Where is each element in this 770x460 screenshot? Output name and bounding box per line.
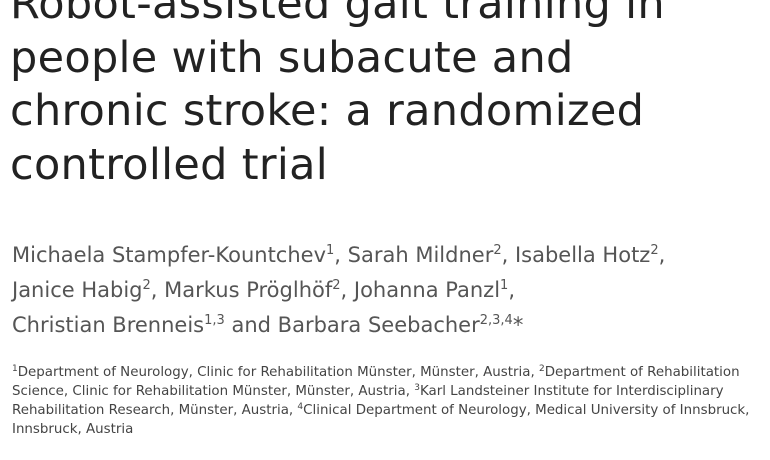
affiliation-number: 3 <box>414 383 420 393</box>
affiliation-text: Karl Landsteiner Institute for Interdisc… <box>12 384 724 418</box>
affiliation-number: 2 <box>538 364 545 374</box>
author-separator: * <box>512 313 524 337</box>
title-line: people with subacute and <box>10 32 574 83</box>
author-name: Markus Pröglhöf <box>164 278 333 302</box>
article-title: Robot-assisted gait training in people wi… <box>10 0 665 192</box>
author-line: Christian Brenneis1,3 and Barbara Seebac… <box>12 308 665 343</box>
author-separator: , <box>658 243 666 267</box>
affiliation-text: Department of Neurology, Clinic for Reha… <box>17 365 539 380</box>
author-separator: , <box>150 278 165 302</box>
author-name: Michaela Stampfer-Kountchev <box>12 243 327 267</box>
author-name: Christian Brenneis <box>12 313 205 337</box>
affiliations: 1Department of Neurology, Clinic for Reh… <box>12 363 762 439</box>
author-affiliation: 1,3 <box>204 313 225 328</box>
author-name: Janice Habig <box>12 278 143 302</box>
affiliation-text: Clinical Department of Neurology, Medica… <box>12 403 750 437</box>
author-affiliation: 2 <box>650 243 659 258</box>
author-affiliation: 2 <box>142 278 151 293</box>
author-affiliation: 2 <box>332 278 341 293</box>
author-name: Isabella Hotz <box>514 243 651 267</box>
author-name: Barbara Seebacher <box>277 313 480 337</box>
affiliation-text: Department of Rehabilitation Science, Cl… <box>12 365 740 399</box>
author-line: Janice Habig2, Markus Pröglhöf2, Johanna… <box>12 273 665 308</box>
title-line: Robot-assisted gait training in <box>10 0 665 29</box>
title-line: chronic stroke: a randomized <box>10 86 645 136</box>
author-name: Johanna Panzl <box>353 278 501 302</box>
author-affiliation: 1 <box>326 243 335 258</box>
affiliation-number: 4 <box>297 402 304 412</box>
author-line: Michaela Stampfer-Kountchev1, Sarah Mild… <box>12 238 665 273</box>
title-line: controlled trial <box>10 139 328 190</box>
author-name: Sarah Mildner <box>347 243 494 267</box>
author-separator: , <box>501 243 515 267</box>
author-separator: , <box>340 278 354 302</box>
author-separator: , <box>334 243 348 267</box>
author-affiliation: 2 <box>493 243 502 258</box>
affiliation-number: 1 <box>12 364 18 374</box>
author-separator: , <box>508 278 515 302</box>
author-affiliation: 2,3,4 <box>479 313 513 328</box>
author-separator: and <box>224 313 278 337</box>
author-affiliation: 1 <box>500 278 509 293</box>
author-list: Michaela Stampfer-Kountchev1, Sarah Mild… <box>12 238 665 343</box>
